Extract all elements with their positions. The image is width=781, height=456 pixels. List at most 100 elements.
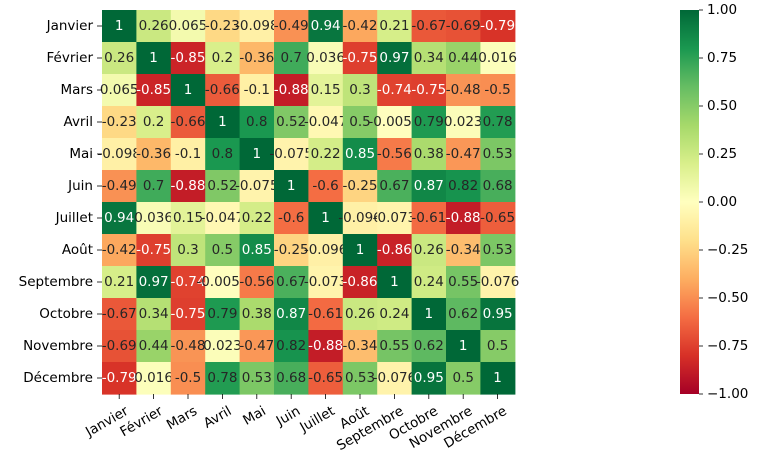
heatmap-cell	[342, 42, 378, 75]
cell-value-label: 0.78	[483, 114, 513, 130]
cell-value-label: -0.47	[446, 146, 481, 162]
heatmap-cell	[239, 298, 275, 331]
heatmap-cell	[102, 74, 137, 107]
cell-value-label: -0.34	[343, 338, 378, 354]
cell-value-label: 0.023	[203, 338, 242, 354]
heatmap-cell	[136, 298, 172, 331]
cell-value-label: 0.21	[104, 274, 134, 290]
heatmap-cell	[239, 138, 275, 171]
cell-value-label: -0.098	[235, 18, 279, 34]
heatmap-cell	[274, 202, 309, 235]
row-label: Juin	[67, 178, 93, 194]
heatmap-cell	[274, 138, 309, 171]
cell-value-label: -0.56	[377, 146, 412, 162]
cell-value-label: 0.85	[242, 242, 272, 258]
heatmap-cell	[274, 170, 309, 203]
heatmap-cell	[446, 74, 481, 107]
cell-value-label: -0.36	[136, 146, 171, 162]
row-label: Avril	[64, 114, 94, 130]
heatmap-cell	[480, 74, 516, 107]
cell-value-label: 1	[149, 50, 158, 66]
heatmap-cell	[170, 10, 206, 43]
heatmap-cell	[377, 202, 413, 235]
cell-value-label: -0.42	[102, 242, 137, 258]
heatmap-cell	[102, 170, 137, 203]
cell-value-label: -0.6	[278, 210, 304, 226]
heatmap-cell	[480, 330, 516, 363]
heatmap-cell	[480, 298, 516, 331]
heatmap-cell	[446, 234, 481, 267]
row-label: Février	[47, 50, 94, 66]
heatmap-cell	[274, 330, 309, 363]
heatmap-cell	[274, 362, 309, 395]
cell-value-label: 0.87	[276, 306, 306, 322]
cell-value-label: 1	[115, 18, 124, 34]
cell-value-label: 0.78	[207, 370, 237, 386]
cell-value-label: 0.24	[379, 306, 409, 322]
heatmap-cell	[377, 362, 413, 395]
column-label: Mai	[240, 403, 269, 429]
cell-value-label: -0.047	[304, 114, 348, 130]
heatmap-cell	[377, 138, 413, 171]
heatmap-cell	[170, 234, 206, 267]
heatmap-cell	[446, 42, 481, 75]
cell-value-label: -0.85	[136, 82, 171, 98]
heatmap-cell	[308, 234, 344, 267]
heatmap-cell	[480, 106, 516, 139]
cell-value-label: -0.56	[239, 274, 274, 290]
cell-value-label: -0.66	[205, 82, 240, 98]
cell-value-label: 0.7	[143, 178, 164, 194]
cell-value-label: 0.016	[478, 50, 517, 66]
colorbar-tick-label: −0.75	[707, 338, 748, 354]
cell-value-label: 0.2	[212, 50, 233, 66]
heatmap-cell	[411, 10, 447, 43]
cell-value-label: 0.62	[414, 338, 444, 354]
cell-value-label: 0.2	[143, 114, 164, 130]
cell-value-label: 0.5	[212, 242, 233, 258]
heatmap-cell	[377, 106, 413, 139]
heatmap-cell	[205, 362, 241, 395]
heatmap-cell	[480, 362, 516, 395]
heatmap-cell	[239, 10, 275, 43]
colorbar-tick-label: −1.00	[707, 386, 748, 402]
cell-value-label: -0.5	[175, 370, 201, 386]
cell-value-label: -0.25	[343, 178, 378, 194]
cell-value-label: 0.82	[448, 178, 478, 194]
heatmap-cell	[239, 202, 275, 235]
heatmap-cell	[170, 138, 206, 171]
cell-value-label: 0.97	[139, 274, 169, 290]
heatmap-cell	[205, 202, 241, 235]
cell-value-label: 0.55	[379, 338, 409, 354]
cell-value-label: 0.21	[379, 18, 409, 34]
heatmap-cell	[308, 106, 344, 139]
cell-value-label: 0.065	[169, 18, 208, 34]
heatmap-cell	[342, 170, 378, 203]
cell-value-label: 0.34	[414, 50, 444, 66]
heatmap-cell	[446, 138, 481, 171]
heatmap-cell	[136, 202, 172, 235]
heatmap-cell	[446, 10, 481, 43]
colorbar-tick-label: 0.75	[707, 50, 737, 66]
cell-value-label: 1	[390, 274, 399, 290]
heatmap-cell	[274, 106, 309, 139]
cell-value-label: -0.096	[338, 210, 382, 226]
heatmap-cell	[274, 298, 309, 331]
column-label: Juillet	[296, 403, 337, 436]
cell-value-label: 1	[253, 146, 262, 162]
row-labels: Janvier Février Mars Avril Mai Juin Juillet Aoû…	[19, 18, 102, 386]
row-label: Mars	[60, 82, 93, 98]
cell-value-label: -0.69	[446, 18, 481, 34]
cell-value-label: -0.61	[308, 306, 343, 322]
row-label: Décembre	[23, 370, 93, 386]
cell-value-label: -0.88	[274, 82, 309, 98]
heatmap-cell	[205, 74, 241, 107]
heatmap-cell	[308, 138, 344, 171]
cell-value-label: 0.52	[207, 178, 237, 194]
cell-value-label: 0.15	[173, 210, 203, 226]
heatmap-cell	[377, 330, 413, 363]
cell-value-label: 1	[287, 178, 296, 194]
heatmap-cell	[411, 362, 447, 395]
cell-value-label: 0.79	[207, 306, 237, 322]
colorbar-gradient	[680, 10, 699, 394]
